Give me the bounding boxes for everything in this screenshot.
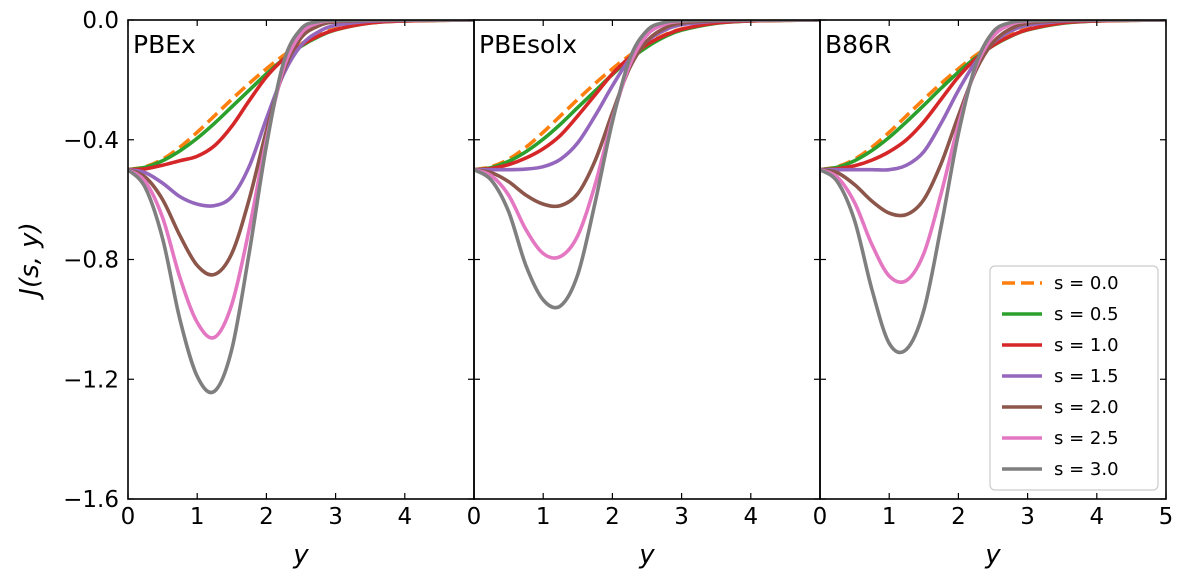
series-line [820, 20, 1166, 285]
x-tick-label: 2 [951, 504, 966, 530]
y-axis-label: J(s, y) [15, 222, 45, 300]
x-tick-label: 1 [882, 504, 897, 530]
legend-entry: s = 1.5 [1054, 366, 1119, 387]
series-line [128, 20, 474, 395]
panel-series-group [128, 20, 474, 395]
panel-1: 0.0 −0.4 −0.8 −1.2 −1.60 1 2 3 4 PBEx y [63, 8, 475, 570]
legend-box [989, 265, 1159, 491]
y-tick-label: −0.4 [63, 128, 119, 154]
x-tick-label: 1 [536, 504, 551, 530]
panel-3: 0 1 2 3 4 5 B86R y [813, 19, 1174, 570]
x-tick-label: 3 [328, 504, 343, 530]
x-tick-label: 2 [605, 504, 620, 530]
panel-title: B86R [825, 30, 891, 59]
legend-entry: s = 0.5 [1054, 304, 1119, 325]
x-tick-label: 0 [121, 504, 136, 530]
legend-entry: s = 1.0 [1054, 335, 1119, 356]
series-line [820, 20, 1166, 355]
x-tick-label: 5 [1159, 504, 1174, 530]
x-tick-label: 2 [259, 504, 274, 530]
y-tick-label: −1.2 [63, 367, 119, 393]
series-line [474, 20, 820, 310]
x-tick-label: 0 [813, 504, 828, 530]
panel-title: PBEx [133, 30, 196, 59]
legend: s = 0.0 s = 0.5 s = 1.0 s = 1.5 s = 2.0 s = 2… [989, 265, 1159, 491]
x-axis-label: y [984, 540, 1001, 570]
panel-2: 0 1 2 3 4 PBEsolx y [467, 19, 821, 570]
x-tick-label: 4 [1089, 504, 1104, 530]
x-tick-label: 0 [467, 504, 482, 530]
panel-frame [127, 19, 475, 500]
x-tick-label: 3 [1020, 504, 1035, 530]
y-tick-label: 0.0 [82, 8, 119, 34]
panel-frame [473, 19, 821, 500]
series-line [474, 20, 820, 172]
series-line [820, 20, 1166, 172]
y-tick-label: −0.8 [63, 248, 119, 274]
series-line [128, 20, 474, 340]
x-axis-label: y [292, 540, 309, 570]
x-tick-label: 4 [397, 504, 412, 530]
y-tick-label: −1.6 [63, 487, 119, 513]
legend-entry: s = 2.5 [1054, 428, 1119, 449]
x-axis-label: y [638, 540, 655, 570]
series-line [128, 20, 474, 172]
x-tick-label: 1 [190, 504, 205, 530]
x-tick-label: 4 [743, 504, 758, 530]
panel-title: PBEsolx [479, 30, 577, 59]
legend-entry: s = 2.0 [1054, 397, 1119, 418]
legend-entry: s = 0.0 [1054, 273, 1119, 294]
x-tick-label: 3 [674, 504, 689, 530]
legend-entry: s = 3.0 [1054, 459, 1119, 480]
panel-series-group [474, 20, 820, 310]
